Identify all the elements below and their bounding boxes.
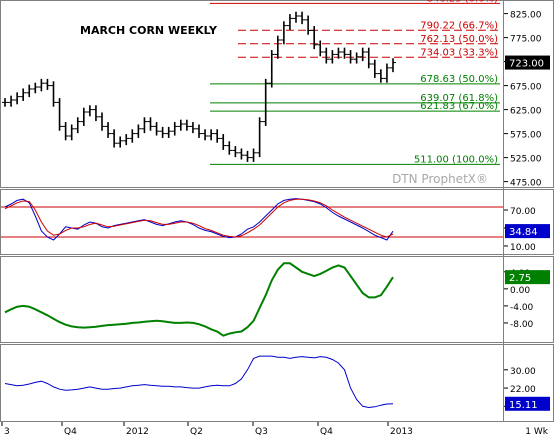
x-tick-label: Q3 (255, 427, 268, 437)
level-label: 621.83 (67.0%) (420, 101, 498, 112)
volatility-panel-frame (0, 344, 554, 422)
last-value-label: 723.00 (509, 59, 544, 70)
periodicity-label: 1 Wk (525, 427, 548, 437)
level-label: 511.00 (100.0%) (414, 154, 498, 165)
last-value-label: 34.84 (509, 227, 538, 238)
last-value-box (505, 55, 550, 70)
level-label: 678.63 (50.0%) (420, 74, 498, 85)
y-tick-label: -8.00 (510, 320, 534, 330)
stochastic-line (4, 198, 394, 238)
x-tick-label: Q4 (320, 427, 333, 437)
y-tick-label: 675.00 (510, 83, 542, 93)
last-value-box (505, 396, 550, 411)
level-label: 790.22 (66.7%) (420, 20, 498, 31)
level-label: 846.25 (0.0%) (427, 0, 498, 4)
y-tick-label: 575.00 (510, 131, 542, 141)
y-tick-label: 10.00 (510, 243, 536, 253)
x-tick-label: Q4 (64, 427, 77, 437)
y-tick-label: 775.00 (510, 35, 542, 45)
level-label: 639.07 (61.8%) (420, 93, 498, 104)
momentum-layer: -8.00-4.000.004.002.75 (4, 262, 550, 337)
y-tick-label: 625.00 (510, 107, 542, 117)
last-value-label: 2.75 (509, 273, 531, 284)
y-tick-label: 70.00 (510, 207, 536, 217)
y-tick-label: -4.00 (510, 303, 534, 313)
y-tick-label: 0.00 (510, 286, 530, 296)
last-value-box (505, 270, 550, 285)
x-tick-label: 2013 (390, 427, 413, 437)
price-chart-title: MARCH CORN WEEKLY (80, 24, 218, 37)
y-tick-label: 825.00 (510, 11, 542, 21)
momentum-line (4, 262, 394, 337)
x-axis: 3 Q4 2012 Q2 Q3 Q4 2013 (1, 422, 413, 437)
stochastic-panel-frame (0, 189, 554, 255)
last-value-label: 15.11 (509, 400, 538, 411)
price-layer: 846.25 (0.0%) 790.22 (66.7%) 762.13 (50.0%… (2, 0, 550, 189)
x-tick-label: 3 (4, 427, 10, 437)
y-tick-label: 475.00 (510, 179, 542, 189)
volatility-line (4, 355, 394, 409)
stochastic-line (4, 198, 394, 241)
y-tick-label: 22.00 (510, 385, 536, 395)
level-label: 734.03 (33.3%) (420, 47, 498, 58)
last-value-box (505, 224, 550, 239)
price-panel-frame (0, 0, 554, 188)
x-tick-label: Q2 (190, 427, 203, 437)
x-tick-label: 2012 (126, 427, 149, 437)
y-tick-label: 525.00 (510, 155, 542, 165)
watermark-label: DTN ProphetX® (392, 172, 488, 186)
y-tick-label: 30.00 (510, 367, 536, 377)
level-label: 762.13 (50.0%) (420, 34, 498, 45)
